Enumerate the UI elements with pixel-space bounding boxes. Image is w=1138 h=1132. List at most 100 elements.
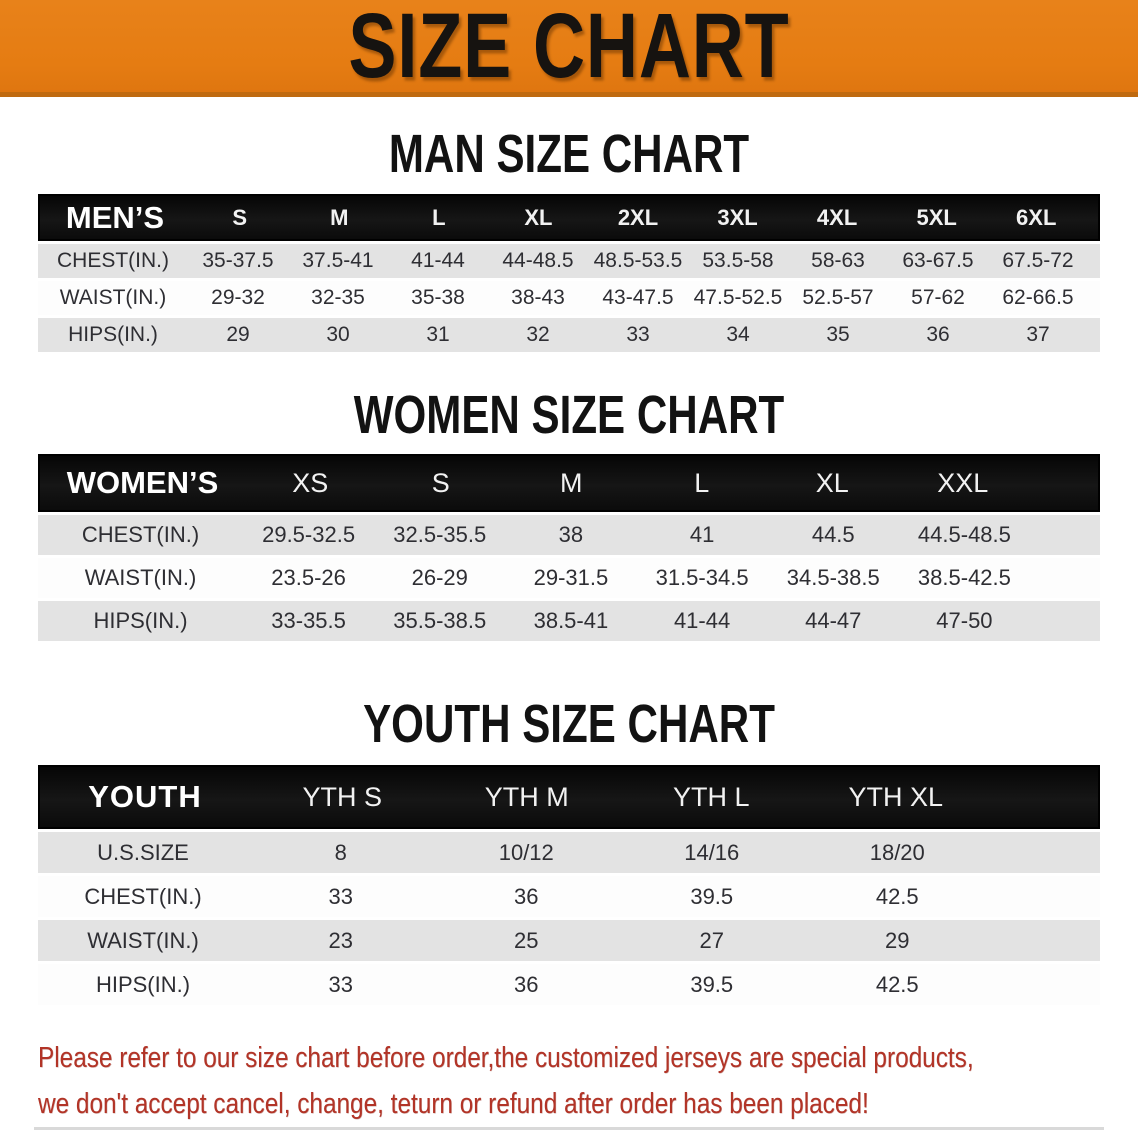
table-row: WAIST(IN.) 29-32 32-35 35-38 38-43 43-47.5 47.… bbox=[38, 281, 1100, 315]
section-title-wrap-youth: YOUTH SIZE CHART bbox=[38, 697, 1100, 751]
size-cell: 57-62 bbox=[911, 286, 965, 309]
size-cell: 67.5-72 bbox=[1002, 249, 1074, 272]
row-label: HIPS(IN.) bbox=[68, 323, 158, 346]
column-header: M bbox=[330, 204, 349, 230]
size-cell: 30 bbox=[326, 323, 350, 346]
row-label: CHEST(IN.) bbox=[84, 883, 202, 909]
size-cell: 8 bbox=[334, 839, 347, 865]
table-row: WAIST(IN.) 23 25 27 29 bbox=[38, 920, 1100, 961]
size-cell: 38.5-42.5 bbox=[917, 565, 1011, 590]
size-cell: 33-35.5 bbox=[271, 608, 346, 633]
size-cell: 26-29 bbox=[411, 565, 468, 590]
size-cell: 23.5-26 bbox=[271, 565, 346, 590]
size-cell: 33 bbox=[328, 971, 353, 997]
size-cell: 41 bbox=[689, 522, 715, 547]
size-cell: 29.5-32.5 bbox=[262, 522, 356, 547]
table-row: HIPS(IN.) 33-35.5 35.5-38.5 38.5-41 41-44 44-… bbox=[38, 601, 1100, 641]
size-cell: 29-32 bbox=[211, 286, 265, 309]
size-cell: 47-50 bbox=[936, 608, 993, 633]
column-header: 2XL bbox=[617, 204, 659, 230]
size-cell: 34.5-38.5 bbox=[786, 565, 880, 590]
size-cell: 36 bbox=[926, 323, 950, 346]
size-cell: 62-66.5 bbox=[1002, 286, 1074, 309]
section-mens: MAN SIZE CHART MEN’S S M L XL 2XL 3XL 4XL 5XL 6XL C… bbox=[38, 127, 1100, 352]
size-cell: 38 bbox=[558, 522, 584, 547]
column-header: S bbox=[431, 467, 450, 498]
size-cell: 36 bbox=[514, 883, 539, 909]
column-header: YTH M bbox=[484, 781, 569, 812]
size-cell: 41-44 bbox=[411, 249, 465, 272]
row-label: U.S.SIZE bbox=[97, 839, 189, 865]
column-header: 4XL bbox=[816, 204, 858, 230]
column-header: S bbox=[232, 204, 248, 230]
section-title-womens: WOMEN SIZE CHART bbox=[353, 385, 785, 445]
table-womens: WOMEN’S XS S M L XL XXL CHEST(IN.) 29.5-32.5 32.5… bbox=[38, 454, 1100, 641]
table-row: CHEST(IN.) 35-37.5 37.5-41 41-44 44-48.5 48.5… bbox=[38, 244, 1100, 278]
size-cell: 39.5 bbox=[690, 883, 734, 909]
table-header-mens: MEN’S S M L XL 2XL 3XL 4XL 5XL 6XL bbox=[38, 194, 1100, 241]
column-header: XL bbox=[524, 204, 553, 230]
table-header-youth: YOUTH YTH S YTH M YTH L YTH XL bbox=[38, 765, 1100, 829]
column-header: L bbox=[432, 204, 446, 230]
size-cell: 35 bbox=[826, 323, 850, 346]
size-cell: 44.5-48.5 bbox=[917, 522, 1011, 547]
size-cell: 35-38 bbox=[411, 286, 465, 309]
size-cell: 36 bbox=[514, 971, 539, 997]
column-header: L bbox=[694, 467, 710, 498]
size-cell: 42.5 bbox=[875, 971, 919, 997]
row-label: HIPS(IN.) bbox=[93, 608, 188, 633]
table-row: WAIST(IN.) 23.5-26 26-29 29-31.5 31.5-34.5 34… bbox=[38, 558, 1100, 598]
disclaimer-line-2: we don't accept cancel, change, teturn o… bbox=[38, 1088, 869, 1120]
size-cell: 10/12 bbox=[498, 839, 554, 865]
size-cell: 39.5 bbox=[690, 971, 734, 997]
size-cell: 37 bbox=[1026, 323, 1050, 346]
size-cell: 33 bbox=[328, 883, 353, 909]
disclaimer-line-1: Please refer to our size chart before or… bbox=[38, 1042, 974, 1074]
size-cell: 32.5-35.5 bbox=[393, 522, 487, 547]
header-label-mens: MEN’S bbox=[65, 199, 165, 235]
bottom-edge-line bbox=[34, 1127, 1104, 1130]
size-cell: 35-37.5 bbox=[202, 249, 274, 272]
size-cell: 33 bbox=[626, 323, 650, 346]
size-cell: 47.5-52.5 bbox=[693, 286, 783, 309]
table-row: HIPS(IN.) 33 36 39.5 42.5 bbox=[38, 964, 1100, 1005]
column-header: XXL bbox=[937, 467, 989, 498]
table-header-womens: WOMEN’S XS S M L XL XXL bbox=[38, 454, 1100, 512]
column-header: YTH XL bbox=[848, 781, 944, 812]
section-title-mens: MAN SIZE CHART bbox=[388, 124, 750, 184]
size-cell: 27 bbox=[699, 927, 724, 953]
size-cell: 32-35 bbox=[311, 286, 365, 309]
table-youth: YOUTH YTH S YTH M YTH L YTH XL U.S.SIZE 8 10/12… bbox=[38, 765, 1100, 1005]
section-womens: WOMEN SIZE CHART WOMEN’S XS S M L XL XXL CHEST(I… bbox=[38, 388, 1100, 641]
table-row: CHEST(IN.) 29.5-32.5 32.5-35.5 38 41 44.5 44.5… bbox=[38, 515, 1100, 555]
table-row: CHEST(IN.) 33 36 39.5 42.5 bbox=[38, 876, 1100, 917]
column-header: 6XL bbox=[1016, 204, 1057, 230]
section-title-wrap-mens: MAN SIZE CHART bbox=[38, 127, 1100, 181]
size-cell: 29-31.5 bbox=[533, 565, 609, 590]
column-header: YTH S bbox=[302, 781, 382, 812]
size-cell: 42.5 bbox=[875, 883, 919, 909]
size-cell: 44-48.5 bbox=[502, 249, 574, 272]
row-label: CHEST(IN.) bbox=[57, 249, 169, 272]
size-cell: 52.5-57 bbox=[802, 286, 874, 309]
row-label: WAIST(IN.) bbox=[59, 286, 167, 309]
size-cell: 25 bbox=[514, 927, 539, 953]
size-cell: 44-47 bbox=[805, 608, 862, 633]
row-label: CHEST(IN.) bbox=[81, 522, 200, 547]
size-cell: 31 bbox=[426, 323, 450, 346]
header-label-womens: WOMEN’S bbox=[66, 465, 219, 500]
disclaimer: Please refer to our size chart before or… bbox=[38, 1035, 1138, 1127]
header-label-youth: YOUTH bbox=[88, 779, 202, 814]
section-title-youth: YOUTH SIZE CHART bbox=[363, 694, 775, 754]
banner-title: SIZE CHART bbox=[348, 0, 790, 97]
banner: SIZE CHART bbox=[0, 0, 1138, 97]
size-cell: 34 bbox=[726, 323, 750, 346]
size-cell: 58-63 bbox=[811, 249, 865, 272]
size-cell: 29 bbox=[885, 927, 910, 953]
column-header: YTH L bbox=[672, 781, 750, 812]
column-header: 3XL bbox=[717, 204, 758, 230]
column-header: 5XL bbox=[916, 204, 957, 230]
table-mens: MEN’S S M L XL 2XL 3XL 4XL 5XL 6XL CHEST(IN.) 35-37… bbox=[38, 194, 1100, 352]
size-cell: 35.5-38.5 bbox=[393, 608, 487, 633]
